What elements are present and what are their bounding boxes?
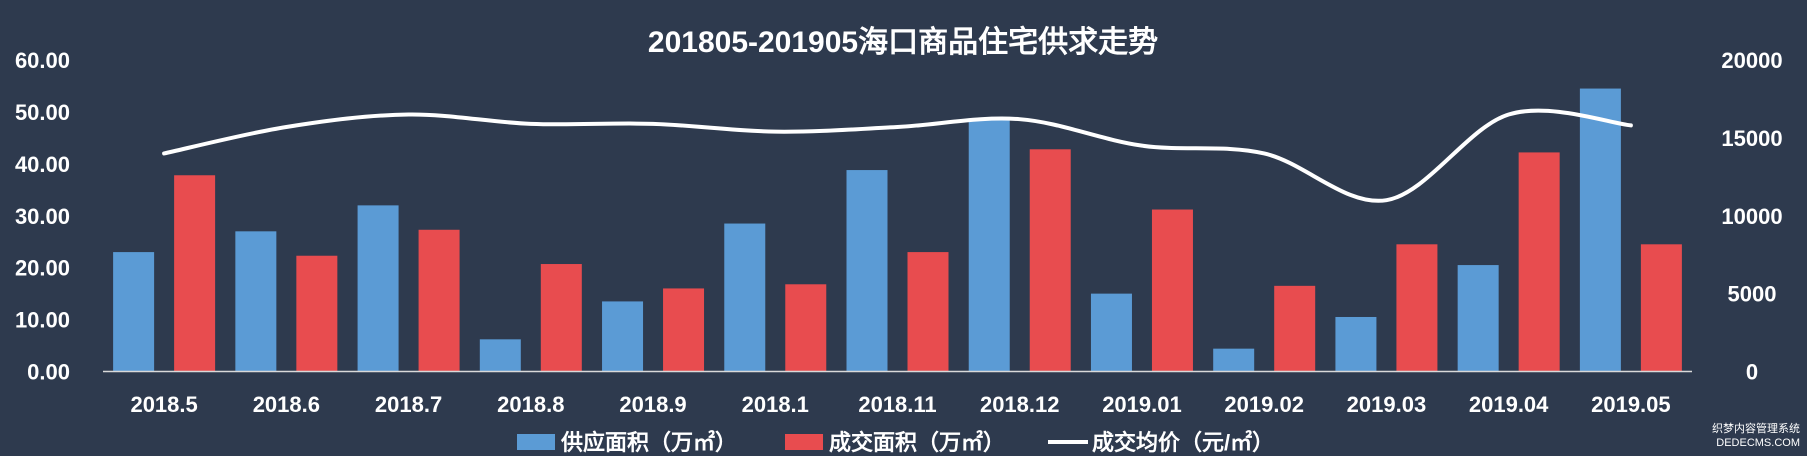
- price-line-group: [162, 108, 1633, 203]
- supply-bar: [602, 301, 644, 372]
- deal-bar: [296, 255, 338, 372]
- deal-bar: [1274, 285, 1316, 372]
- right-axis-tick: 20000: [1721, 48, 1782, 73]
- left-axis-tick: 60.00: [15, 48, 70, 73]
- x-axis-tick: 2018.6: [253, 392, 320, 417]
- legend-label: 成交面积（万㎡）: [829, 430, 1005, 455]
- deal-bar: [785, 284, 827, 372]
- left-axis-tick: 50.00: [15, 100, 70, 125]
- right-axis-tick: 5000: [1728, 282, 1777, 307]
- x-axis-tick: 2019.02: [1224, 392, 1304, 417]
- x-axis-tick: 2018.7: [375, 392, 442, 417]
- x-axis-tick: 2019.03: [1347, 392, 1427, 417]
- supply-bar: [113, 252, 155, 372]
- legend-label: 成交均价（元/㎡）: [1092, 430, 1274, 455]
- deal-bar: [1029, 149, 1071, 372]
- deal-bar: [1151, 209, 1193, 372]
- x-axis-tick: 2018.11: [858, 392, 936, 417]
- supply-bar: [1213, 348, 1255, 372]
- deal-bar: [1518, 152, 1560, 372]
- x-axis-tick: 2018.12: [980, 392, 1060, 417]
- deal-bar: [418, 229, 460, 372]
- supply-bar: [1579, 88, 1621, 372]
- x-axis-tick: 2019.05: [1591, 392, 1671, 417]
- deal-bar: [540, 264, 582, 372]
- right-axis-tick: 0: [1746, 360, 1758, 385]
- left-axis-tick: 0.00: [27, 360, 70, 385]
- bars-group: [113, 88, 1682, 372]
- watermark-line2: DEDECMS.COM: [1716, 437, 1800, 449]
- supply-bar: [1457, 265, 1499, 372]
- deal-bar: [174, 175, 216, 372]
- supply-bar: [1090, 293, 1132, 372]
- supply-bar: [357, 205, 399, 372]
- deal-bar: [907, 252, 949, 372]
- supply-bar: [968, 119, 1010, 372]
- legend-swatch: [517, 434, 555, 450]
- left-axis-tick: 20.00: [15, 256, 70, 281]
- supply-bar: [479, 339, 521, 372]
- watermark: 织梦内容管理系统 DEDECMS.COM: [1712, 421, 1800, 449]
- x-axis-tick: 2018.9: [619, 392, 686, 417]
- x-axis-tick: 2018.5: [130, 392, 197, 417]
- legend-label: 供应面积（万㎡）: [560, 430, 737, 455]
- supply-bar: [1335, 316, 1377, 372]
- left-axis-tick: 40.00: [15, 152, 70, 177]
- supply-bar: [724, 223, 766, 372]
- deal-bar: [1396, 244, 1438, 372]
- deal-bar: [1640, 244, 1682, 372]
- x-axis-tick: 2018.8: [497, 392, 564, 417]
- x-axis-tick: 2019.04: [1469, 392, 1549, 417]
- x-axis-tick: 2019.01: [1102, 392, 1182, 417]
- deal-bar: [663, 288, 705, 372]
- x-axis-tick: 2018.1: [742, 392, 809, 417]
- right-axis-tick: 10000: [1721, 204, 1782, 229]
- legend: 供应面积（万㎡） 成交面积（万㎡） 成交均价（元/㎡）: [517, 430, 1274, 455]
- price-line: [162, 108, 1633, 203]
- left-axis-tick: 10.00: [15, 308, 70, 333]
- right-axis: 0 5000 10000 15000 20000: [1721, 48, 1782, 385]
- legend-swatch: [785, 434, 823, 450]
- chart-title: 201805-201905海口商品住宅供求走势: [648, 25, 1158, 59]
- watermark-line1: 织梦内容管理系统: [1712, 421, 1800, 435]
- supply-bar: [235, 231, 277, 372]
- left-axis-tick: 30.00: [15, 204, 70, 229]
- left-axis: 0.00 10.00 20.00 30.00 40.00 50.00 60.00: [15, 48, 70, 385]
- right-axis-tick: 15000: [1721, 126, 1782, 151]
- supply-bar: [846, 170, 888, 372]
- x-axis-labels: 2018.5 2018.6 2018.7 2018.8 2018.9 2018.1 2018…: [130, 392, 1670, 417]
